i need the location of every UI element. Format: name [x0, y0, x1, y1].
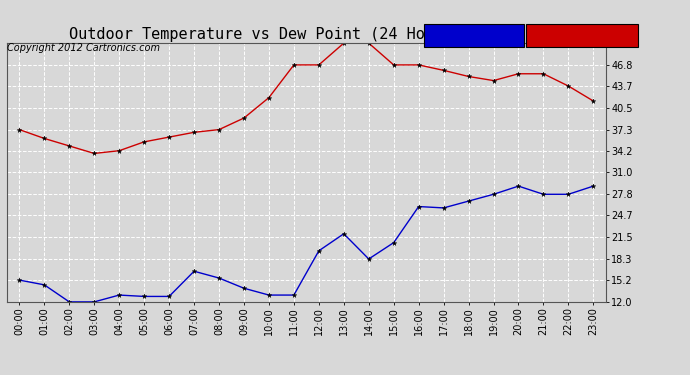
Text: Dew Point (°F): Dew Point (°F) — [428, 30, 513, 40]
Title: Outdoor Temperature vs Dew Point (24 Hours) 20121101: Outdoor Temperature vs Dew Point (24 Hou… — [69, 27, 544, 42]
Text: Temperature (°F): Temperature (°F) — [529, 30, 630, 40]
Text: Copyright 2012 Cartronics.com: Copyright 2012 Cartronics.com — [7, 43, 160, 52]
